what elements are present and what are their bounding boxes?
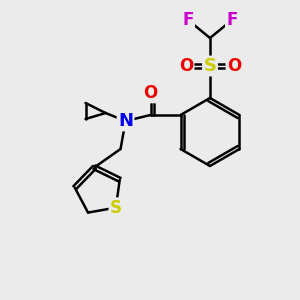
Text: O: O	[179, 57, 193, 75]
Text: O: O	[227, 57, 241, 75]
Text: S: S	[203, 57, 217, 75]
Text: F: F	[182, 11, 194, 29]
Text: S: S	[110, 199, 122, 217]
Text: F: F	[226, 11, 238, 29]
Text: N: N	[118, 112, 133, 130]
Text: O: O	[143, 84, 158, 102]
